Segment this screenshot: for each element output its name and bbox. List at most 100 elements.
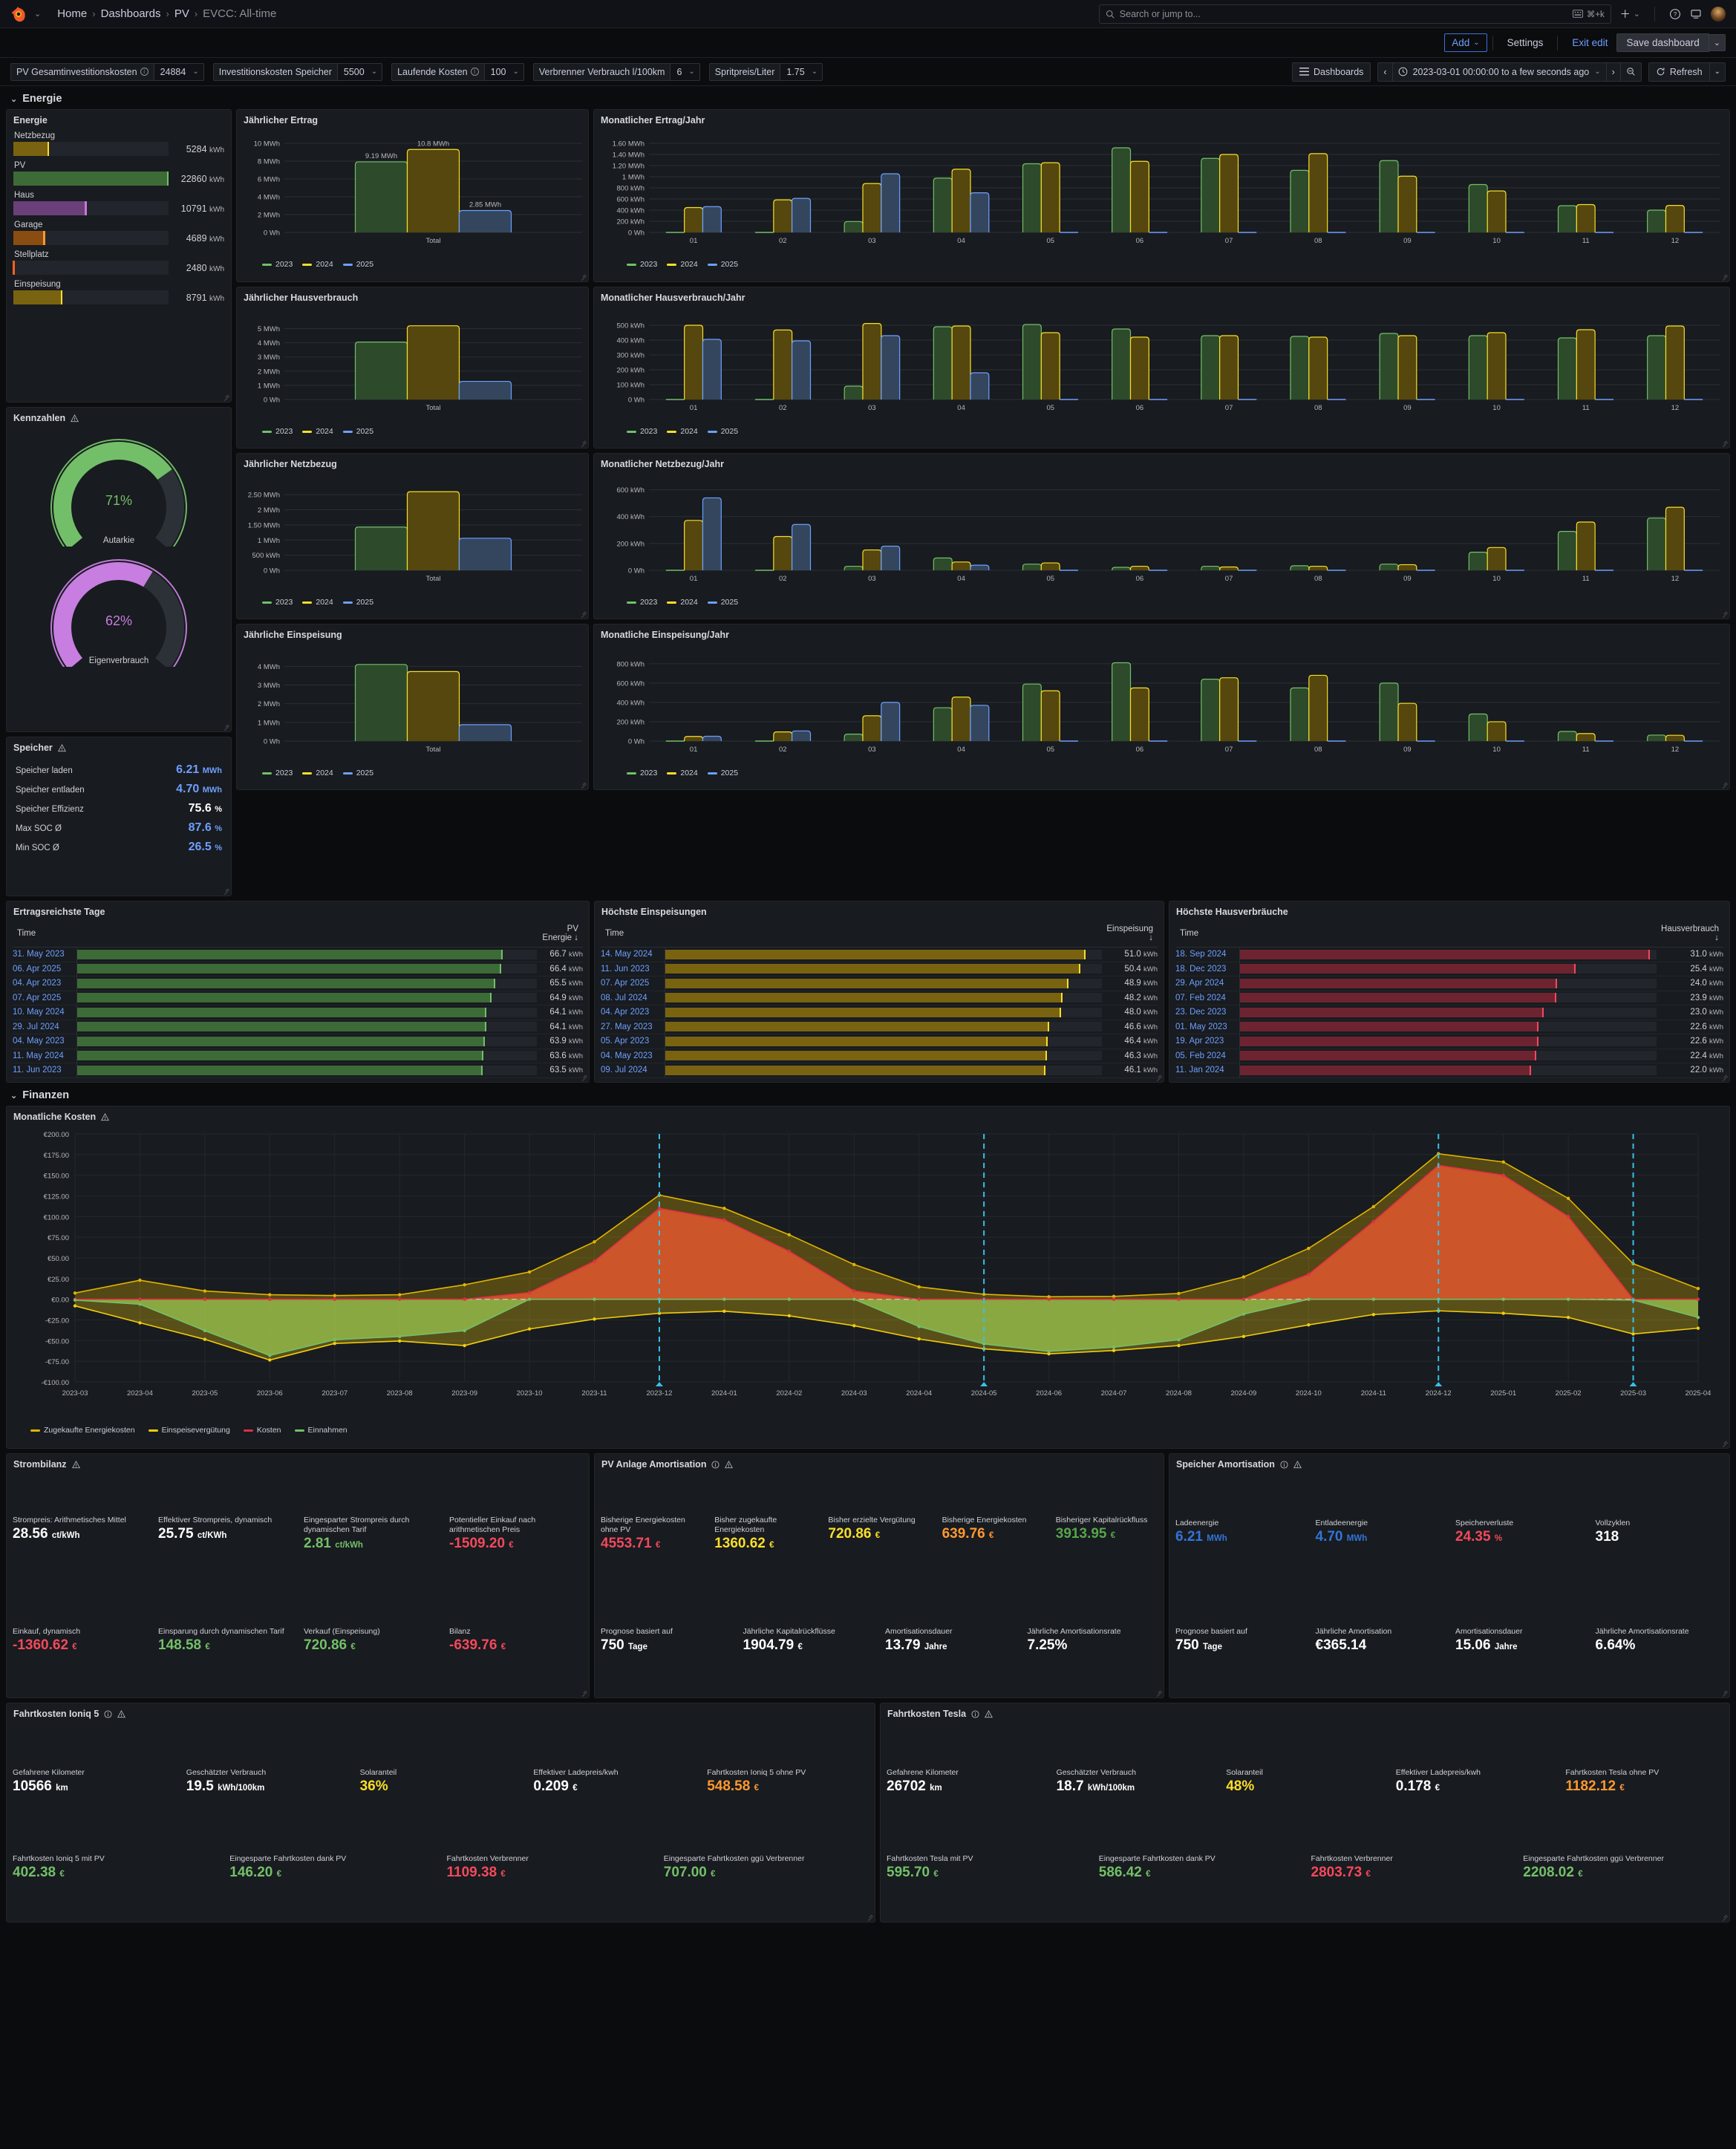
table-row[interactable]: 05. Apr 2023 46.4 kWh bbox=[601, 1034, 1158, 1049]
row-header-energie[interactable]: ⌄ Energie bbox=[6, 86, 1730, 109]
legend-item[interactable]: 2024 bbox=[302, 260, 333, 269]
legend-item[interactable]: 2023 bbox=[262, 598, 293, 607]
time-next-button[interactable]: › bbox=[1606, 62, 1621, 82]
cell-time[interactable]: 04. Apr 2023 bbox=[601, 1005, 665, 1020]
info-icon[interactable] bbox=[971, 1709, 979, 1718]
legend-item[interactable]: 2025 bbox=[707, 769, 738, 777]
cell-time[interactable]: 04. Apr 2023 bbox=[13, 976, 77, 991]
info-icon[interactable]: i bbox=[470, 68, 479, 76]
variable-laufende-kosten[interactable]: Laufende Kosten i 100 ⌄ bbox=[391, 62, 524, 81]
table-row[interactable]: 11. Jun 2023 50.4 kWh bbox=[601, 962, 1158, 976]
settings-button[interactable]: Settings bbox=[1507, 37, 1544, 48]
cell-time[interactable]: 18. Dec 2023 bbox=[1175, 962, 1240, 976]
legend-item[interactable]: 2025 bbox=[707, 260, 738, 269]
news-icon[interactable] bbox=[1690, 8, 1702, 20]
legend-item[interactable]: 2024 bbox=[302, 598, 333, 607]
cell-time[interactable]: 09. Jul 2024 bbox=[601, 1063, 665, 1078]
legend-item[interactable]: Einnahmen bbox=[294, 1426, 347, 1435]
table-row[interactable]: 31. May 2023 66.7 kWh bbox=[13, 947, 583, 962]
panel-resize-handle[interactable] bbox=[1721, 1914, 1728, 1920]
panel-resize-handle[interactable] bbox=[1721, 610, 1728, 617]
variable-value-dropdown[interactable]: 1.75 ⌄ bbox=[780, 62, 823, 81]
save-dashboard-chevron-down-icon[interactable]: ⌄ bbox=[1709, 34, 1726, 51]
cell-time[interactable]: 31. May 2023 bbox=[13, 947, 77, 962]
cell-time[interactable]: 04. May 2023 bbox=[601, 1049, 665, 1063]
table-row[interactable]: 11. Jan 2024 22.0 kWh bbox=[1175, 1063, 1723, 1078]
table-row[interactable]: 11. May 2024 63.6 kWh bbox=[13, 1049, 583, 1063]
legend-item[interactable]: 2024 bbox=[667, 598, 698, 607]
table-row[interactable]: 04. May 2023 63.9 kWh bbox=[13, 1034, 583, 1049]
cell-time[interactable]: 18. Sep 2024 bbox=[1175, 947, 1240, 962]
zoom-out-button[interactable] bbox=[1620, 62, 1642, 82]
column-header-value[interactable]: Hausverbrauch ↓ bbox=[1657, 922, 1723, 948]
grafana-logo-icon[interactable] bbox=[10, 6, 27, 22]
cell-time[interactable]: 05. Feb 2024 bbox=[1175, 1049, 1240, 1063]
warning-icon[interactable] bbox=[985, 1709, 993, 1718]
info-icon[interactable] bbox=[1280, 1460, 1288, 1469]
legend-item[interactable]: 2024 bbox=[302, 427, 333, 436]
info-icon[interactable] bbox=[711, 1460, 720, 1469]
variable-pv-gesamtinvestitionskosten[interactable]: PV Gesamtinvestitionskosten i 24884 ⌄ bbox=[10, 62, 204, 81]
panel-resize-handle[interactable] bbox=[1721, 1689, 1728, 1696]
legend-item[interactable]: 2023 bbox=[262, 769, 293, 777]
table-row[interactable]: 07. Apr 2025 48.9 kWh bbox=[601, 976, 1158, 991]
table-row[interactable]: 14. May 2024 51.0 kWh bbox=[601, 947, 1158, 962]
warning-icon[interactable] bbox=[57, 743, 66, 752]
warning-icon[interactable] bbox=[1293, 1460, 1302, 1469]
legend-item[interactable]: 2025 bbox=[342, 769, 373, 777]
legend-item[interactable]: 2023 bbox=[262, 427, 293, 436]
info-icon[interactable] bbox=[104, 1709, 112, 1718]
legend-item[interactable]: 2024 bbox=[667, 769, 698, 777]
refresh-interval-dropdown[interactable]: ⌄ bbox=[1709, 62, 1726, 82]
column-header-value[interactable]: Einspeisung ↓ bbox=[1102, 922, 1158, 948]
exit-edit-button[interactable]: Exit edit bbox=[1572, 37, 1608, 48]
cell-time[interactable]: 07. Apr 2025 bbox=[601, 976, 665, 991]
panel-resize-handle[interactable] bbox=[580, 440, 587, 446]
legend-item[interactable]: 2025 bbox=[707, 598, 738, 607]
table-row[interactable]: 10. May 2024 64.1 kWh bbox=[13, 1005, 583, 1020]
column-header-time[interactable]: Time bbox=[1175, 922, 1239, 948]
variable-value-dropdown[interactable]: 6 ⌄ bbox=[670, 62, 700, 81]
row-header-finanzen[interactable]: ⌄ Finanzen bbox=[6, 1083, 1730, 1106]
panel-resize-handle[interactable] bbox=[1721, 781, 1728, 788]
legend-item[interactable]: 2025 bbox=[342, 260, 373, 269]
panel-resize-handle[interactable] bbox=[223, 394, 229, 400]
cell-time[interactable]: 11. Jun 2023 bbox=[13, 1063, 77, 1078]
table-row[interactable]: 23. Dec 2023 23.0 kWh bbox=[1175, 1005, 1723, 1020]
cell-time[interactable]: 19. Apr 2023 bbox=[1175, 1034, 1240, 1049]
table-row[interactable]: 11. Jun 2023 63.5 kWh bbox=[13, 1063, 583, 1078]
table-row[interactable]: 18. Sep 2024 31.0 kWh bbox=[1175, 947, 1723, 962]
panel-resize-handle[interactable] bbox=[581, 1074, 587, 1080]
column-header-value[interactable]: PV Energie ↓ bbox=[537, 922, 583, 948]
cell-time[interactable]: 27. May 2023 bbox=[601, 1020, 665, 1034]
legend-item[interactable]: 2023 bbox=[627, 427, 657, 436]
cell-time[interactable]: 01. May 2023 bbox=[1175, 1020, 1240, 1034]
table-row[interactable]: 19. Apr 2023 22.6 kWh bbox=[1175, 1034, 1723, 1049]
help-icon[interactable]: ? bbox=[1669, 8, 1681, 20]
legend-item[interactable]: 2025 bbox=[342, 427, 373, 436]
cell-time[interactable]: 08. Jul 2024 bbox=[601, 991, 665, 1005]
cell-time[interactable]: 06. Apr 2025 bbox=[13, 962, 77, 976]
column-header-time[interactable]: Time bbox=[601, 922, 665, 948]
cell-time[interactable]: 29. Jul 2024 bbox=[13, 1020, 77, 1034]
info-icon[interactable]: i bbox=[140, 68, 149, 76]
cell-time[interactable]: 23. Dec 2023 bbox=[1175, 1005, 1240, 1020]
variable-value-dropdown[interactable]: 100 ⌄ bbox=[483, 62, 524, 81]
panel-resize-handle[interactable] bbox=[1155, 1689, 1162, 1696]
breadcrumb-home[interactable]: Home bbox=[57, 7, 88, 20]
legend-item[interactable]: 2023 bbox=[262, 260, 293, 269]
avatar[interactable] bbox=[1711, 6, 1726, 22]
legend-item[interactable]: 2023 bbox=[627, 598, 657, 607]
variable-value-dropdown[interactable]: 5500 ⌄ bbox=[336, 62, 383, 81]
cell-time[interactable]: 07. Apr 2025 bbox=[13, 991, 77, 1005]
cell-time[interactable]: 11. May 2024 bbox=[13, 1049, 77, 1063]
cell-time[interactable]: 10. May 2024 bbox=[13, 1005, 77, 1020]
panel-resize-handle[interactable] bbox=[581, 1689, 587, 1696]
cell-time[interactable]: 07. Feb 2024 bbox=[1175, 991, 1240, 1005]
cell-time[interactable]: 04. May 2023 bbox=[13, 1034, 77, 1049]
panel-resize-handle[interactable] bbox=[580, 273, 587, 280]
panel-resize-handle[interactable] bbox=[580, 610, 587, 617]
legend-item[interactable]: 2024 bbox=[667, 260, 698, 269]
panel-resize-handle[interactable] bbox=[867, 1914, 873, 1920]
variable-verbrenner-verbrauch[interactable]: Verbrenner Verbrauch l/100km 6 ⌄ bbox=[532, 62, 700, 81]
